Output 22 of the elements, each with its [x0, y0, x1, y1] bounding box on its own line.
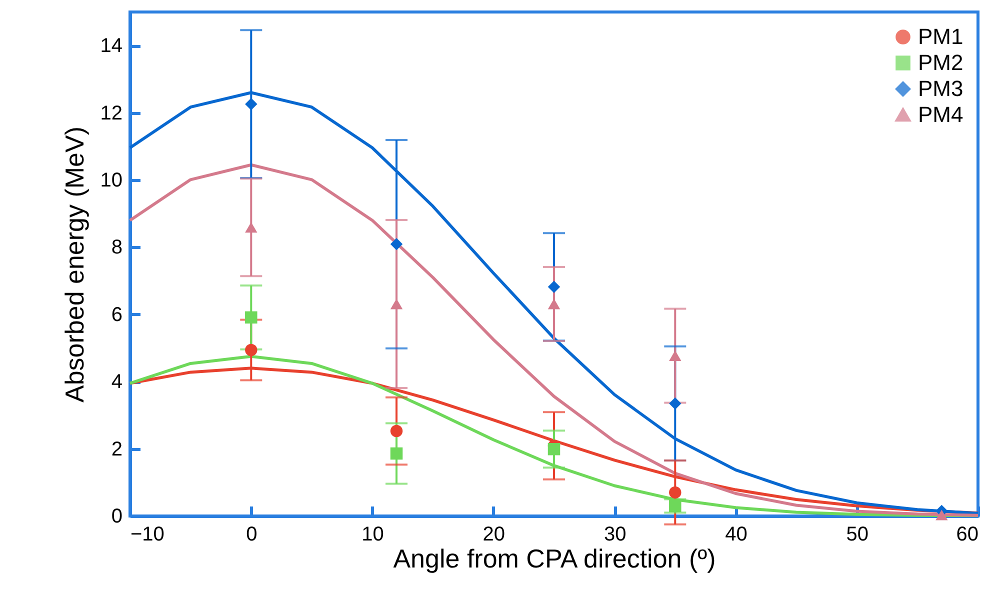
y-tick-label: 0 — [111, 506, 122, 528]
y-tick-label: 2 — [111, 438, 122, 460]
y-tick-label: 14 — [100, 35, 122, 58]
x-tick-label: 20 — [482, 524, 506, 546]
legend-label: PM3 — [918, 76, 964, 101]
y-tick-label: 4 — [111, 371, 122, 394]
x-tick-label: 10 — [362, 524, 384, 546]
x-tick-label: 0 — [246, 524, 258, 546]
legend-label: PM2 — [918, 50, 964, 75]
y-axis-title: Absorbed energy (MeV) — [59, 126, 90, 403]
y-tick-label: 6 — [111, 304, 122, 326]
x-tick-label: 40 — [725, 524, 748, 546]
y-tick-label: 12 — [100, 102, 122, 124]
x-tick-label: −10 — [130, 524, 164, 546]
y-tick-label: 10 — [100, 170, 122, 192]
x-axis-title: Angle from CPA direction (º) — [393, 544, 716, 574]
legend-label: PM4 — [918, 102, 964, 127]
x-tick-label: 30 — [604, 524, 626, 546]
y-tick-label: 8 — [111, 236, 122, 259]
x-tick-label: 50 — [846, 524, 868, 546]
legend-label: PM1 — [918, 24, 964, 49]
x-tick-label: 60 — [956, 524, 978, 546]
